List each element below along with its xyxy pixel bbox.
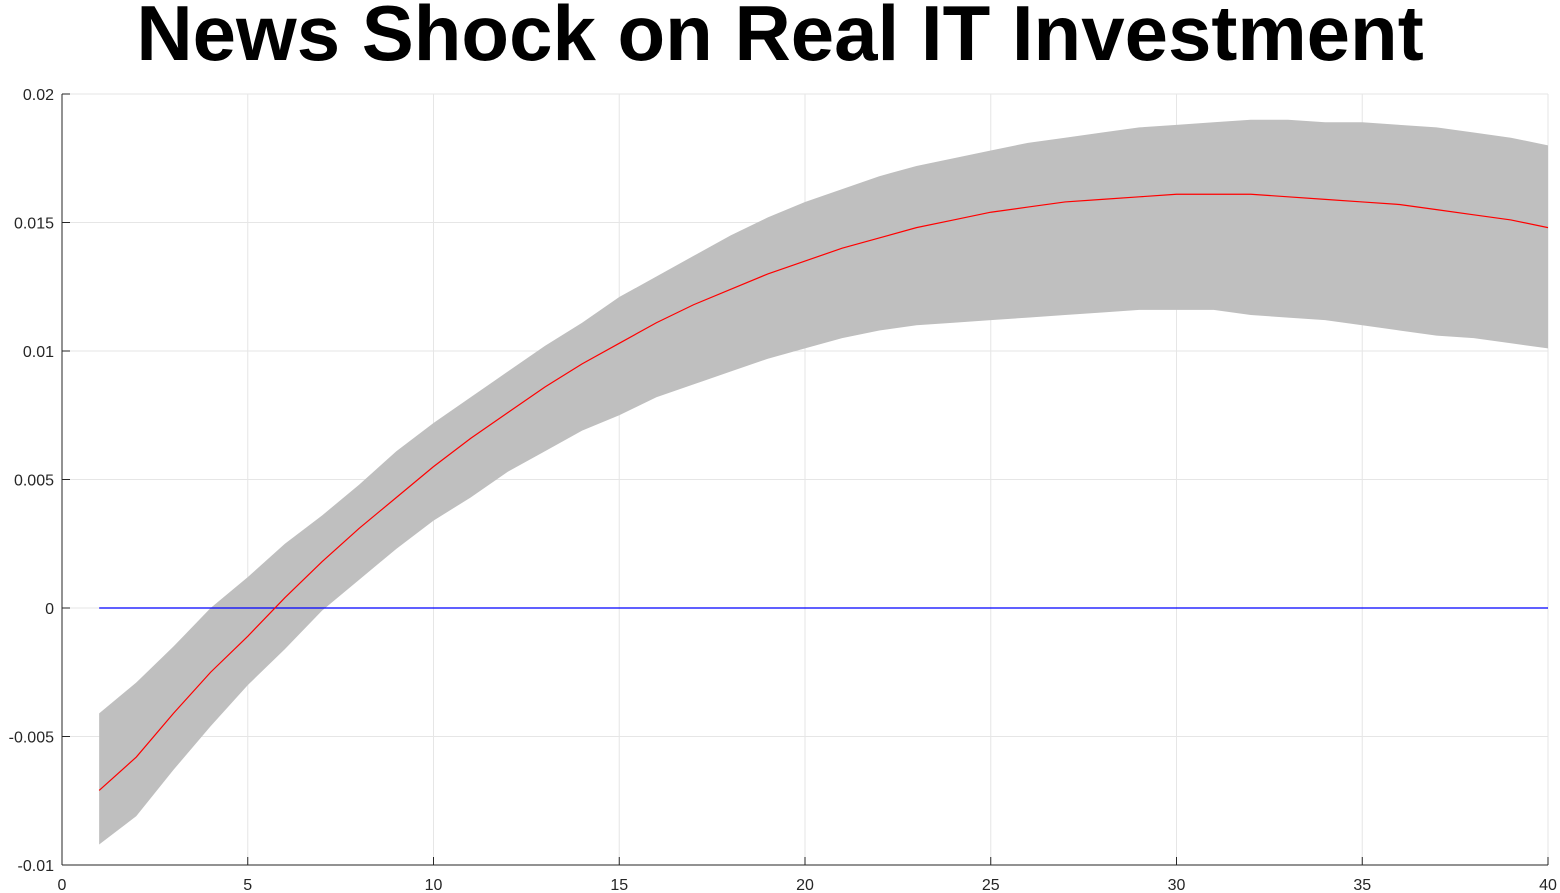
x-tick-label: 30 [1168, 877, 1186, 893]
x-tick-label: 0 [58, 877, 67, 893]
y-tick-label: -0.01 [18, 858, 55, 875]
y-tick-label: -0.005 [9, 730, 54, 747]
confidence-band [99, 119, 1548, 845]
y-tick-label: 0.005 [14, 473, 54, 490]
tick-labels: 0 5 10 15 20 25 30 35 40 -0.01 -0.005 0 0.005 0.01 0.0… [9, 87, 1557, 893]
y-tick-label: 0 [45, 601, 54, 618]
x-tick-label: 15 [610, 877, 628, 893]
series-lines-group [98, 193, 1549, 791]
confidence-band-group [99, 119, 1548, 845]
y-tick-label: 0.01 [23, 344, 54, 361]
median-response-line [98, 193, 1549, 791]
x-tick-label: 35 [1353, 877, 1371, 893]
y-tick-label: 0.015 [14, 216, 54, 233]
y-tick-label: 0.02 [23, 87, 54, 104]
x-tick-label: 5 [243, 877, 252, 893]
axes [61, 93, 1549, 866]
x-tick-label: 10 [425, 877, 443, 893]
x-tick-label: 40 [1539, 877, 1557, 893]
chart-title: News Shock on Real IT Investment [136, 0, 1424, 77]
x-tick-label: 20 [796, 877, 814, 893]
x-tick-label: 25 [982, 877, 1000, 893]
